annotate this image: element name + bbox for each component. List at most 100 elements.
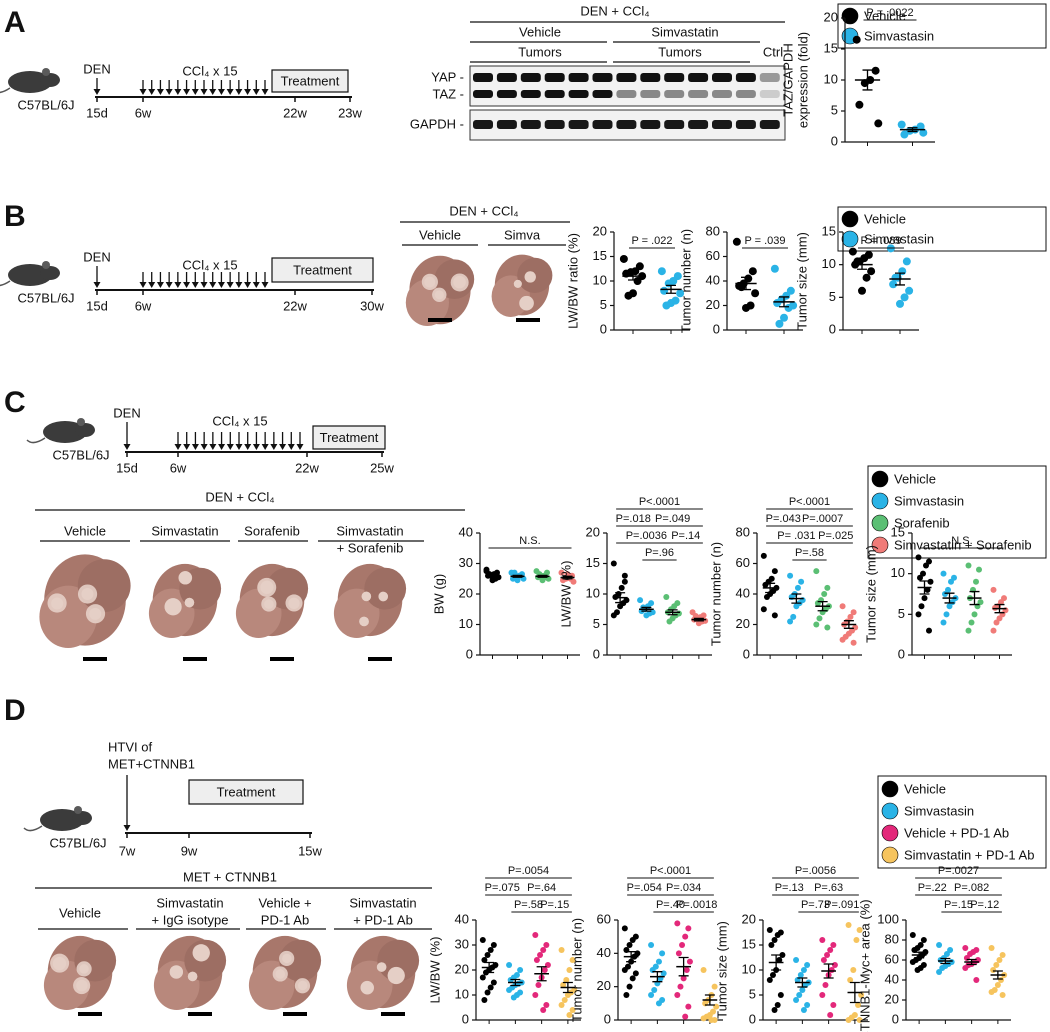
y-tick-label: 60 — [736, 555, 750, 570]
data-point — [874, 119, 883, 128]
nodule — [361, 591, 372, 602]
band — [640, 73, 661, 82]
band — [473, 120, 493, 129]
p-value: P=.40 — [656, 899, 685, 911]
arrow-head — [244, 444, 252, 450]
data-point — [850, 967, 857, 973]
label: YAP - — [431, 69, 464, 84]
error-bar — [940, 957, 951, 965]
nodule — [77, 584, 98, 604]
week-label: 22w — [283, 298, 307, 313]
data-point — [813, 621, 820, 628]
data-point — [996, 957, 1003, 963]
data-point — [850, 609, 857, 616]
arrow-head — [252, 444, 260, 450]
data-point — [708, 1017, 715, 1023]
p-value: P=.075 — [485, 882, 520, 894]
p-value: P=.054 — [627, 882, 662, 894]
data-point — [994, 982, 1001, 988]
data-point — [677, 983, 684, 990]
arrow-head — [174, 282, 182, 288]
nodule — [294, 978, 311, 994]
legend-box — [867, 465, 1047, 559]
data-point — [481, 997, 488, 1003]
data-point — [662, 301, 671, 310]
scale-bar — [283, 1012, 307, 1016]
data-point — [976, 566, 982, 573]
y-axis-label: BW (g) — [431, 574, 446, 614]
data-point — [787, 618, 794, 625]
error-bar — [562, 575, 573, 580]
data-point — [915, 611, 922, 618]
p-value: P=.15 — [540, 899, 569, 911]
data-point — [852, 35, 861, 44]
data-point — [760, 552, 767, 559]
band — [592, 73, 613, 82]
data-point — [479, 937, 486, 943]
data-point — [921, 595, 928, 602]
y-tick-label: 5 — [831, 102, 838, 117]
p-value: P=.018 — [616, 513, 651, 525]
week-label: 6w — [135, 298, 152, 313]
nodule — [524, 271, 536, 283]
data-point — [820, 957, 827, 963]
legend-label: Vehicle + PD-1 Ab — [904, 825, 1009, 840]
p-value: P=.0018 — [676, 899, 717, 911]
data-point — [510, 994, 517, 1001]
data-point — [685, 925, 692, 932]
data-point — [990, 627, 997, 634]
data-point — [484, 989, 491, 996]
scale-bar — [188, 1012, 212, 1016]
data-point — [679, 942, 686, 948]
data-point — [751, 289, 760, 298]
arrow-head — [156, 89, 164, 95]
legend-label: Simvastatin + PD-1 Ab — [904, 847, 1034, 862]
p-value: N.S. — [519, 535, 540, 547]
data-point — [858, 992, 865, 998]
data-point — [610, 612, 617, 619]
data-point — [655, 958, 662, 965]
data-point — [797, 972, 804, 978]
data-point — [830, 1002, 837, 1008]
data-point — [651, 987, 658, 993]
arrow-head — [200, 444, 208, 450]
band — [712, 120, 732, 129]
data-point — [617, 603, 624, 610]
arrow-head — [191, 89, 199, 95]
data-point — [804, 962, 811, 968]
arrow-head — [156, 282, 164, 288]
data-point — [780, 313, 788, 322]
band — [664, 73, 685, 82]
legend-marker — [871, 514, 889, 532]
arrow-head — [226, 282, 234, 288]
treatment-box — [188, 779, 304, 805]
data-point — [830, 942, 837, 948]
error-bar — [628, 271, 638, 281]
data-point — [973, 578, 979, 585]
y-tick-label: 0 — [600, 321, 607, 336]
data-point — [915, 554, 922, 561]
treatment-box — [271, 69, 349, 93]
y-tick-label: 5 — [749, 986, 756, 1001]
nodule — [288, 597, 300, 610]
error-bar — [512, 574, 523, 578]
label: C57BL/6J — [49, 835, 106, 850]
data-point — [776, 957, 783, 963]
y-axis-label: CTNNB1-Myc+ area (%) — [857, 899, 872, 1032]
band — [664, 120, 685, 129]
arrow-head — [252, 282, 260, 288]
data-point — [675, 950, 682, 957]
data-point — [666, 618, 673, 625]
data-point — [968, 619, 975, 626]
band — [688, 90, 709, 98]
error-bar — [895, 272, 905, 286]
data-point — [623, 992, 630, 998]
data-point — [988, 945, 995, 951]
y-tick-label: 20 — [459, 585, 473, 600]
y-axis-label: LW/BW (%) — [558, 561, 573, 628]
band — [592, 90, 613, 98]
nodule — [519, 295, 534, 311]
week-label: 25w — [370, 460, 394, 475]
data-point — [618, 584, 625, 591]
band — [712, 73, 732, 82]
